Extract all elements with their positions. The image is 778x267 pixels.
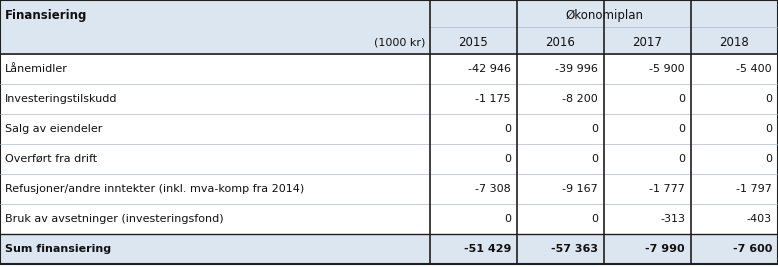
Text: -51 429: -51 429 <box>464 244 511 254</box>
Text: 0: 0 <box>504 124 511 134</box>
Text: 0: 0 <box>678 124 685 134</box>
Text: Lånemidler: Lånemidler <box>5 64 68 74</box>
Text: Sum finansiering: Sum finansiering <box>5 244 111 254</box>
Text: Bruk av avsetninger (investeringsfond): Bruk av avsetninger (investeringsfond) <box>5 214 223 224</box>
Text: -42 946: -42 946 <box>468 64 511 74</box>
Bar <box>430 84 778 114</box>
Bar <box>0 174 430 204</box>
Text: 0: 0 <box>765 124 772 134</box>
Text: -57 363: -57 363 <box>551 244 598 254</box>
Bar <box>430 174 778 204</box>
Text: 0: 0 <box>504 214 511 224</box>
Text: -1 777: -1 777 <box>649 184 685 194</box>
Text: 0: 0 <box>504 154 511 164</box>
Text: Investeringstilskudd: Investeringstilskudd <box>5 94 117 104</box>
Bar <box>430 204 778 234</box>
Text: -5 900: -5 900 <box>650 64 685 74</box>
Text: (1000 kr): (1000 kr) <box>373 37 425 47</box>
Text: Overført fra drift: Overført fra drift <box>5 154 97 164</box>
Text: -9 167: -9 167 <box>562 184 598 194</box>
Text: 0: 0 <box>678 154 685 164</box>
Text: -7 990: -7 990 <box>646 244 685 254</box>
Text: -1 797: -1 797 <box>736 184 772 194</box>
Text: -8 200: -8 200 <box>562 94 598 104</box>
Bar <box>0 234 430 264</box>
Bar <box>0 114 430 144</box>
Bar <box>0 84 430 114</box>
Bar <box>0 204 430 234</box>
Text: 2015: 2015 <box>458 36 489 49</box>
Text: Refusjoner/andre inntekter (inkl. mva-komp fra 2014): Refusjoner/andre inntekter (inkl. mva-ko… <box>5 184 304 194</box>
Bar <box>430 234 778 264</box>
Text: 2018: 2018 <box>720 36 749 49</box>
Text: Finansiering: Finansiering <box>5 9 87 22</box>
Text: -1 175: -1 175 <box>475 94 511 104</box>
Bar <box>0 0 430 54</box>
Text: -39 996: -39 996 <box>555 64 598 74</box>
Text: 2017: 2017 <box>633 36 662 49</box>
Text: 0: 0 <box>765 154 772 164</box>
Text: 0: 0 <box>591 214 598 224</box>
Text: 0: 0 <box>591 124 598 134</box>
Text: 0: 0 <box>678 94 685 104</box>
Text: -403: -403 <box>747 214 772 224</box>
Text: Økonomiplan: Økonomiplan <box>565 9 643 22</box>
Text: -7 600: -7 600 <box>733 244 772 254</box>
Bar <box>0 144 430 174</box>
Bar <box>430 114 778 144</box>
Bar <box>430 54 778 84</box>
Text: -5 400: -5 400 <box>736 64 772 74</box>
Text: 0: 0 <box>591 154 598 164</box>
Bar <box>430 144 778 174</box>
Bar <box>430 0 778 54</box>
Text: Salg av eiendeler: Salg av eiendeler <box>5 124 103 134</box>
Text: 0: 0 <box>765 94 772 104</box>
Text: -7 308: -7 308 <box>475 184 511 194</box>
Text: -313: -313 <box>660 214 685 224</box>
Bar <box>0 54 430 84</box>
Text: 2016: 2016 <box>545 36 576 49</box>
